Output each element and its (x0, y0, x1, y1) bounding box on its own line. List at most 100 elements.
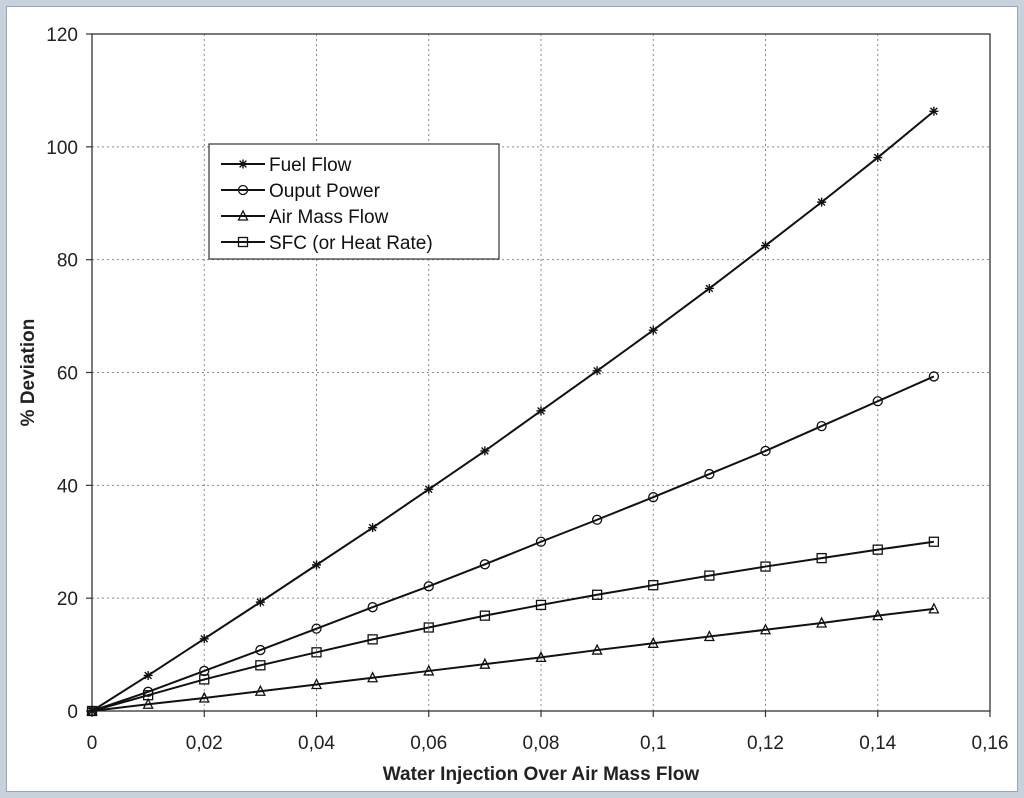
data-point (199, 674, 210, 685)
data-point (704, 570, 715, 581)
data-point (535, 650, 547, 663)
data-point (872, 396, 883, 407)
data-point (759, 623, 772, 635)
x-tick-label: 0,04 (298, 733, 335, 754)
data-point (648, 580, 659, 591)
data-point (255, 660, 266, 671)
data-point (255, 597, 265, 607)
data-point (648, 492, 659, 503)
data-point (591, 514, 603, 525)
series-2 (86, 602, 940, 716)
y-tick-label: 100 (46, 138, 78, 159)
data-point (142, 697, 154, 709)
data-point (367, 671, 379, 683)
y-axis-ticks: 0 20 40 60 80 100 120 (46, 25, 92, 723)
data-point (591, 589, 603, 600)
legend-label: Fuel Flow (269, 155, 352, 176)
data-point (536, 406, 546, 416)
data-point (143, 670, 153, 680)
data-point (311, 647, 322, 658)
data-point (816, 616, 828, 628)
data-point (367, 634, 378, 645)
y-tick-label: 80 (57, 251, 78, 272)
legend-label: Air Mass Flow (269, 207, 389, 228)
data-point (86, 705, 98, 717)
data-point (872, 544, 883, 555)
data-point (254, 684, 266, 696)
data-point (591, 643, 603, 655)
data-point (928, 536, 940, 547)
data-point (647, 636, 659, 648)
x-tick-label: 0,06 (410, 733, 447, 754)
legend-marker (237, 209, 249, 221)
series-line (91, 110, 935, 712)
data-point (704, 283, 714, 293)
data-point (535, 599, 547, 611)
legend-marker (237, 184, 249, 196)
data-point (816, 420, 827, 432)
data-point (480, 446, 490, 456)
x-axis-ticks: 0 0,02 0,04 0,06 0,08 0,1 0,12 0,14 0,16 (87, 711, 1009, 754)
legend: Fuel Flow Ouput Power Air Mass Flow SFC (or… (208, 143, 500, 260)
data-point (592, 366, 602, 376)
series-line (91, 375, 935, 712)
x-tick-label: 0,16 (972, 733, 1009, 754)
legend-marker (237, 236, 249, 248)
data-point (424, 484, 434, 494)
legend-label: Ouput Power (269, 181, 381, 202)
data-point (423, 664, 435, 676)
data-point (817, 197, 827, 207)
series-3 (86, 536, 940, 717)
y-axis-title: % Deviation (18, 319, 39, 427)
data-point (816, 552, 827, 564)
x-axis-title: Water Injection Over Air Mass Flow (383, 764, 700, 785)
data-point (255, 644, 266, 656)
data-point (703, 630, 715, 642)
data-point (479, 657, 491, 669)
data-point (198, 691, 210, 703)
y-tick-label: 20 (57, 589, 78, 610)
data-point (873, 153, 883, 163)
y-tick-label: 40 (57, 476, 78, 497)
data-point (872, 609, 884, 621)
data-point (423, 622, 434, 633)
legend-item: Ouput Power (221, 181, 381, 202)
x-tick-label: 0,14 (859, 733, 896, 754)
series-line (91, 607, 934, 712)
y-tick-label: 0 (67, 702, 78, 723)
data-point (310, 678, 323, 690)
data-point (368, 523, 378, 533)
data-point (142, 690, 154, 701)
line-chart: 0 0,02 0,04 0,06 0,08 0,1 0,12 0,14 0,16 0 20 40 60… (18, 25, 1009, 785)
data-point (367, 602, 378, 613)
data-point (704, 468, 715, 480)
x-tick-label: 0,02 (186, 733, 223, 754)
legend-label: SFC (or Heat Rate) (269, 233, 433, 254)
series-layer (86, 106, 940, 717)
x-tick-label: 0,1 (640, 733, 666, 754)
data-point (648, 325, 658, 335)
legend-item: Air Mass Flow (221, 207, 389, 228)
data-point (928, 602, 940, 614)
data-point (929, 106, 939, 116)
x-tick-label: 0,12 (747, 733, 784, 754)
data-point (760, 561, 771, 572)
series-1 (86, 371, 940, 717)
data-point (479, 610, 491, 621)
data-point (761, 241, 770, 251)
x-tick-label: 0,08 (523, 733, 560, 754)
y-tick-label: 60 (57, 364, 78, 385)
data-point (479, 559, 491, 570)
series-line (91, 540, 935, 712)
data-point (535, 536, 547, 547)
data-point (311, 623, 322, 634)
data-point (423, 581, 434, 592)
data-point (928, 371, 940, 382)
legend-item: Fuel Flow (221, 155, 352, 176)
data-point (312, 560, 321, 570)
legend-item: SFC (or Heat Rate) (221, 233, 433, 254)
legend-marker (238, 159, 248, 169)
data-point (199, 634, 209, 644)
data-point (760, 445, 771, 457)
chart-frame: 0 0,02 0,04 0,06 0,08 0,1 0,12 0,14 0,16 0 20 40 60… (6, 6, 1018, 792)
